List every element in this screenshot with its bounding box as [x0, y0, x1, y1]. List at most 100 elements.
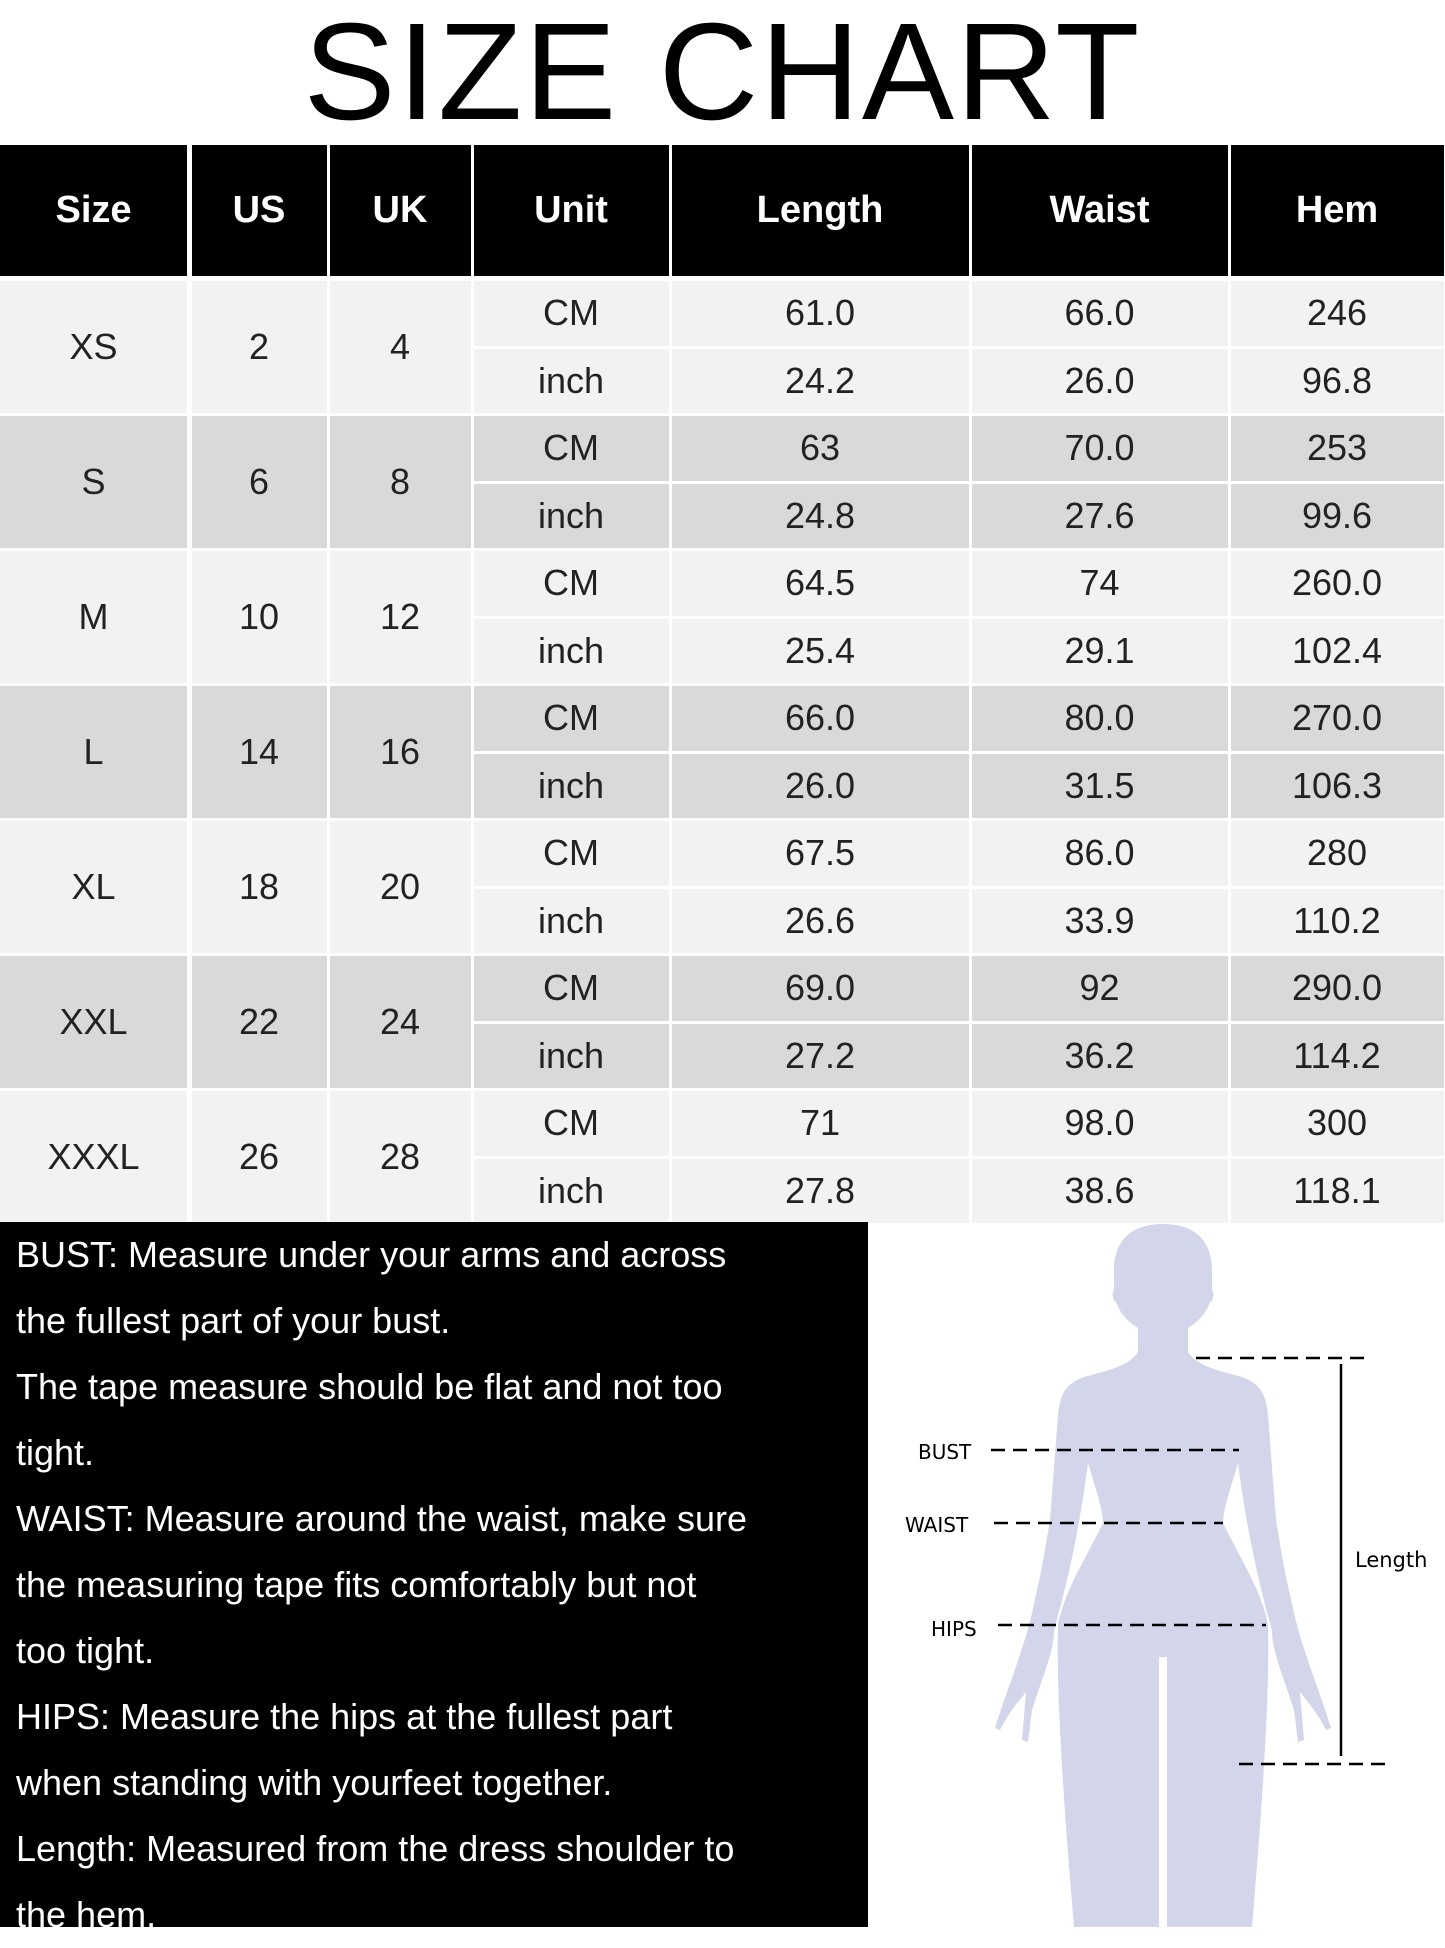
hem-inch-cell: 114.2 [1230, 1023, 1444, 1088]
note-line: WAIST: Measure around the waist, make su… [16, 1498, 747, 1539]
waist-inch-cell: 26.0 [971, 348, 1228, 413]
waist-inch-cell: 29.1 [971, 618, 1228, 683]
page-title: SIZE CHART [303, 0, 1142, 149]
size-cell: L [0, 686, 187, 818]
unit-cm-cell: CM [473, 686, 669, 751]
size-cell: XXL [0, 956, 187, 1088]
note-line: BUST: Measure under your arms and across [16, 1234, 727, 1275]
us-cell: 26 [191, 1091, 327, 1223]
length-inch-cell: 27.8 [671, 1158, 969, 1223]
body-measurement-figure: BUST WAIST HIPS Length [860, 1220, 1445, 1927]
body-silhouette: BUST WAIST HIPS Length [905, 1224, 1427, 1927]
us-cell: 2 [191, 281, 327, 413]
size-cell: M [0, 551, 187, 683]
hem-inch-cell: 110.2 [1230, 888, 1444, 953]
uk-cell: 16 [329, 686, 471, 818]
unit-cm-cell: CM [473, 821, 669, 886]
length-inch-cell: 27.2 [671, 1023, 969, 1088]
length-cm-cell: 67.5 [671, 821, 969, 886]
hem-cm-cell: 253 [1230, 416, 1444, 481]
note-line: tight. [16, 1432, 95, 1473]
waist-inch-cell: 38.6 [971, 1158, 1228, 1223]
note-line: The tape measure should be flat and not … [16, 1366, 723, 1407]
size-table: Size US UK Unit Length Waist Hem XS 2 4 CM inch 61.0… [0, 145, 1445, 1223]
length-label: Length [1355, 1548, 1427, 1572]
size-cell: S [0, 416, 187, 548]
length-inch-cell: 24.8 [671, 483, 969, 548]
size-cell: XS [0, 281, 187, 413]
size-cell: XL [0, 821, 187, 953]
length-cm-cell: 64.5 [671, 551, 969, 616]
waist-cm-cell: 92 [971, 956, 1228, 1021]
unit-inch-cell: inch [473, 618, 669, 683]
unit-inch-cell: inch [473, 1023, 669, 1088]
hem-cm-cell: 270.0 [1230, 686, 1444, 751]
waist-inch-cell: 27.6 [971, 483, 1228, 548]
header-unit: Unit [473, 145, 669, 276]
hem-inch-cell: 99.6 [1230, 483, 1444, 548]
unit-cm-cell: CM [473, 416, 669, 481]
note-line: Length: Measured from the dress shoulder… [16, 1828, 735, 1869]
measurement-notes: BUST: Measure under your arms and across… [0, 1222, 868, 1935]
length-cm-cell: 63 [671, 416, 969, 481]
waist-cm-cell: 98.0 [971, 1091, 1228, 1156]
header-length: Length [671, 145, 969, 276]
waist-cm-cell: 70.0 [971, 416, 1228, 481]
header-waist: Waist [971, 145, 1228, 276]
unit-cm-cell: CM [473, 1091, 669, 1156]
hips-label: HIPS [931, 1617, 977, 1641]
note-line: when standing with yourfeet together. [16, 1762, 613, 1803]
uk-cell: 4 [329, 281, 471, 413]
waist-cm-cell: 74 [971, 551, 1228, 616]
waist-inch-cell: 33.9 [971, 888, 1228, 953]
note-line: the fullest part of your bust. [16, 1300, 451, 1341]
length-cm-cell: 61.0 [671, 281, 969, 346]
note-line: HIPS: Measure the hips at the fullest pa… [16, 1696, 673, 1737]
unit-inch-cell: inch [473, 348, 669, 413]
uk-cell: 20 [329, 821, 471, 953]
waist-inch-cell: 31.5 [971, 753, 1228, 818]
waist-cm-cell: 86.0 [971, 821, 1228, 886]
us-cell: 18 [191, 821, 327, 953]
unit-inch-cell: inch [473, 1158, 669, 1223]
size-cell: XXXL [0, 1091, 187, 1223]
uk-cell: 12 [329, 551, 471, 683]
unit-inch-cell: inch [473, 753, 669, 818]
hem-inch-cell: 118.1 [1230, 1158, 1444, 1223]
length-inch-cell: 24.2 [671, 348, 969, 413]
us-cell: 14 [191, 686, 327, 818]
waist-cm-cell: 80.0 [971, 686, 1228, 751]
header-hem: Hem [1230, 145, 1444, 276]
hem-cm-cell: 280 [1230, 821, 1444, 886]
us-cell: 6 [191, 416, 327, 548]
hem-cm-cell: 246 [1230, 281, 1444, 346]
note-line: the measuring tape fits comfortably but … [16, 1564, 697, 1605]
unit-inch-cell: inch [473, 483, 669, 548]
us-cell: 22 [191, 956, 327, 1088]
uk-cell: 8 [329, 416, 471, 548]
hem-inch-cell: 102.4 [1230, 618, 1444, 683]
length-inch-cell: 25.4 [671, 618, 969, 683]
unit-cm-cell: CM [473, 956, 669, 1021]
unit-cm-cell: CM [473, 551, 669, 616]
note-line: too tight. [16, 1630, 155, 1671]
header-uk: UK [329, 145, 471, 276]
length-inch-cell: 26.6 [671, 888, 969, 953]
hem-cm-cell: 290.0 [1230, 956, 1444, 1021]
waist-cm-cell: 66.0 [971, 281, 1228, 346]
bust-label: BUST [918, 1440, 972, 1464]
hem-inch-cell: 106.3 [1230, 753, 1444, 818]
note-line: the hem. [16, 1894, 157, 1935]
hem-cm-cell: 300 [1230, 1091, 1444, 1156]
unit-inch-cell: inch [473, 888, 669, 953]
uk-cell: 28 [329, 1091, 471, 1223]
length-inch-cell: 26.0 [671, 753, 969, 818]
hem-cm-cell: 260.0 [1230, 551, 1444, 616]
hem-inch-cell: 96.8 [1230, 348, 1444, 413]
header-size: Size [0, 145, 187, 276]
waist-label: WAIST [905, 1513, 969, 1537]
unit-cm-cell: CM [473, 281, 669, 346]
us-cell: 10 [191, 551, 327, 683]
uk-cell: 24 [329, 956, 471, 1088]
length-cm-cell: 69.0 [671, 956, 969, 1021]
